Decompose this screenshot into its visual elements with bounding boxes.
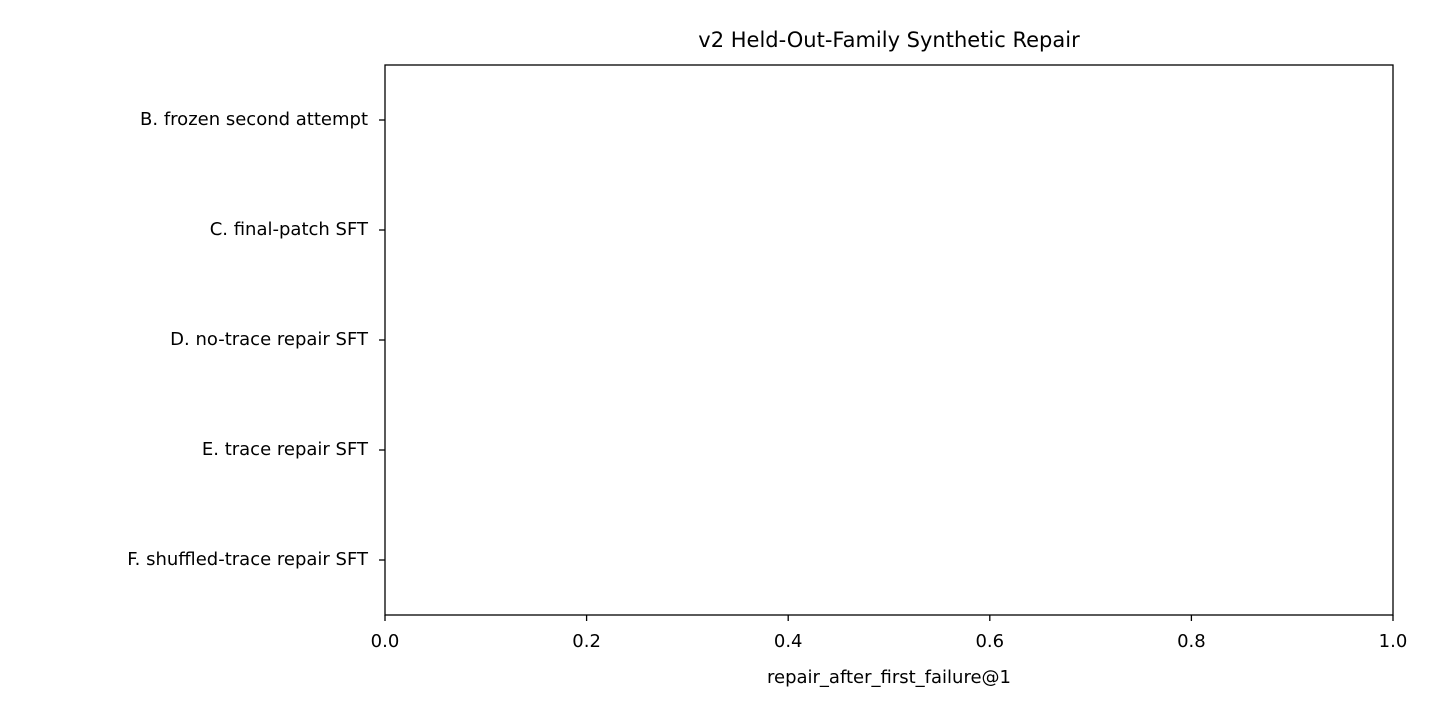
plot-frame [384, 64, 1394, 616]
x-axis-label: repair_after_first_failure@1 [767, 667, 1011, 688]
x-tick-label: 0.0 [371, 631, 400, 652]
y-tick-label: F. shuffled-trace repair SFT [127, 549, 369, 570]
y-tick-label: E. trace repair SFT [202, 439, 369, 460]
x-tick-label: 0.6 [975, 631, 1004, 652]
x-tick-label: 0.4 [774, 631, 803, 652]
x-tick-label: 0.8 [1177, 631, 1206, 652]
chart-title: v2 Held-Out-Family Synthetic Repair [698, 28, 1080, 52]
x-tick-label: 0.2 [572, 631, 601, 652]
y-tick-label: D. no-trace repair SFT [170, 329, 369, 350]
x-tick-label: 1.0 [1379, 631, 1408, 652]
y-tick-label: B. frozen second attempt [140, 109, 368, 130]
y-tick-label: C. final-patch SFT [210, 219, 369, 240]
